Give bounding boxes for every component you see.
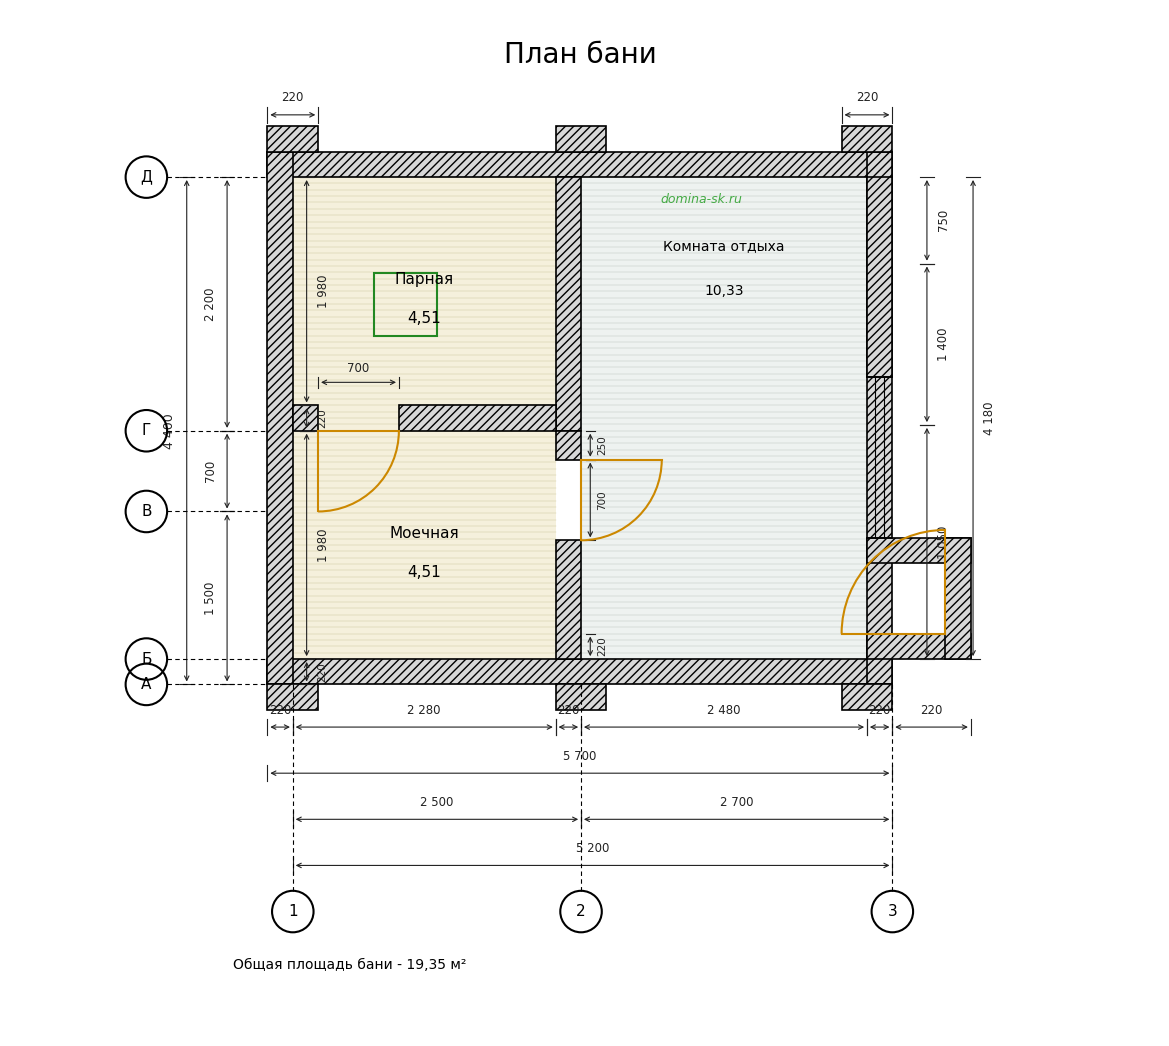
Bar: [842, 127, 892, 152]
Bar: [292, 177, 555, 659]
Bar: [268, 659, 892, 684]
Text: 5 700: 5 700: [563, 750, 596, 763]
Text: 220: 220: [856, 91, 878, 105]
Text: 1 500: 1 500: [203, 582, 216, 615]
Text: 1 050: 1 050: [938, 525, 950, 559]
Bar: [268, 127, 318, 152]
Text: 2 700: 2 700: [720, 796, 754, 809]
Text: 10,33: 10,33: [704, 285, 743, 298]
Text: Д: Д: [140, 169, 152, 184]
Bar: [555, 684, 607, 710]
Bar: [867, 538, 970, 564]
Bar: [555, 431, 581, 459]
Text: 700: 700: [203, 460, 216, 482]
Text: А: А: [141, 677, 152, 691]
Text: В: В: [141, 504, 152, 519]
Bar: [268, 684, 318, 710]
Bar: [555, 127, 607, 152]
Text: 2 500: 2 500: [420, 796, 454, 809]
Text: 220: 220: [869, 704, 891, 717]
Text: 220: 220: [597, 637, 607, 656]
Text: 4,51: 4,51: [407, 565, 441, 579]
Bar: [555, 541, 581, 659]
Text: 2 280: 2 280: [408, 704, 441, 717]
Bar: [867, 152, 892, 684]
Text: 1 980: 1 980: [317, 274, 330, 308]
Text: Комната отдыха: Комната отдыха: [663, 238, 784, 252]
Text: 1 980: 1 980: [317, 528, 330, 562]
Text: 4 180: 4 180: [983, 402, 996, 435]
Text: 220: 220: [920, 704, 942, 717]
Text: Б: Б: [141, 652, 152, 666]
Bar: [374, 273, 437, 336]
Bar: [867, 634, 970, 659]
Text: 4,51: 4,51: [407, 311, 441, 326]
Text: 1 400: 1 400: [938, 327, 950, 361]
Text: 220: 220: [282, 91, 304, 105]
Bar: [867, 177, 892, 377]
Bar: [268, 152, 892, 177]
Text: 2 200: 2 200: [203, 288, 216, 321]
Text: План бани: План бани: [504, 41, 656, 69]
Text: 3: 3: [887, 904, 898, 919]
Text: 220: 220: [317, 662, 327, 682]
Text: 2 480: 2 480: [707, 704, 741, 717]
Text: domina-sk.ru: domina-sk.ru: [660, 194, 742, 206]
Text: Общая площадь бани - 19,35 м²: Общая площадь бани - 19,35 м²: [233, 958, 466, 972]
Text: Г: Г: [141, 424, 151, 438]
Text: Моечная: Моечная: [389, 526, 459, 541]
Bar: [581, 177, 867, 659]
Bar: [555, 177, 581, 431]
Bar: [399, 406, 555, 431]
Text: 220: 220: [269, 704, 291, 717]
Text: Парная: Парная: [395, 272, 454, 288]
Text: 1: 1: [288, 904, 298, 919]
Text: 220: 220: [558, 704, 580, 717]
Text: 700: 700: [347, 362, 369, 374]
Text: 220: 220: [317, 408, 327, 428]
Text: 250: 250: [597, 435, 607, 455]
Text: 2: 2: [576, 904, 586, 919]
Bar: [842, 684, 892, 710]
Text: 750: 750: [938, 209, 950, 231]
Bar: [292, 406, 318, 431]
Text: 4 400: 4 400: [164, 413, 177, 449]
Bar: [268, 152, 292, 684]
Text: 700: 700: [597, 491, 607, 509]
Bar: [946, 538, 970, 659]
Text: 5 200: 5 200: [576, 842, 609, 855]
